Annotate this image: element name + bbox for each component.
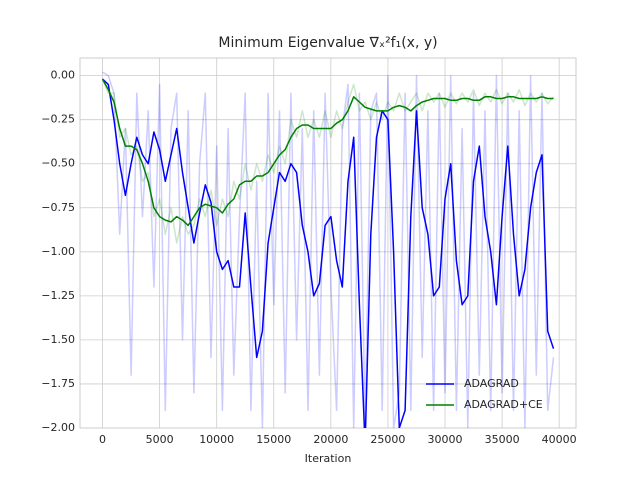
y-tick-label: −1.00 bbox=[41, 245, 75, 258]
y-tick-label: −1.25 bbox=[41, 289, 75, 302]
raw-series-line bbox=[101, 78, 555, 244]
x-tick-label: 15000 bbox=[256, 433, 291, 446]
series-line bbox=[101, 78, 554, 227]
x-tick-label: 0 bbox=[99, 433, 106, 446]
y-tick-label: −0.75 bbox=[41, 201, 75, 214]
x-tick-label: 10000 bbox=[199, 433, 234, 446]
y-tick-label: −1.50 bbox=[41, 333, 75, 346]
y-tick-label: −1.75 bbox=[41, 377, 75, 390]
axes-frame bbox=[79, 57, 577, 429]
x-tick-label: 30000 bbox=[428, 433, 463, 446]
x-tick-label: 20000 bbox=[313, 433, 348, 446]
y-tick-label: −0.50 bbox=[41, 157, 75, 170]
y-tick-label: 0.00 bbox=[51, 69, 76, 82]
x-tick-label: 5000 bbox=[146, 433, 174, 446]
legend-label: ADAGRAD bbox=[464, 377, 519, 390]
y-tick-label: −0.25 bbox=[41, 113, 75, 126]
series-line bbox=[101, 78, 555, 428]
plot-lines bbox=[101, 71, 555, 428]
legend-label: ADAGRAD+CE bbox=[464, 398, 543, 411]
chart-title: Minimum Eigenvalue ∇ₓ²f₁(x, y) bbox=[218, 35, 437, 51]
x-axis-label: Iteration bbox=[305, 452, 352, 465]
x-tick-label: 25000 bbox=[370, 433, 405, 446]
x-tick-label: 40000 bbox=[542, 433, 577, 446]
x-tick-label: 35000 bbox=[485, 433, 520, 446]
y-tick-label: −2.00 bbox=[41, 421, 75, 434]
